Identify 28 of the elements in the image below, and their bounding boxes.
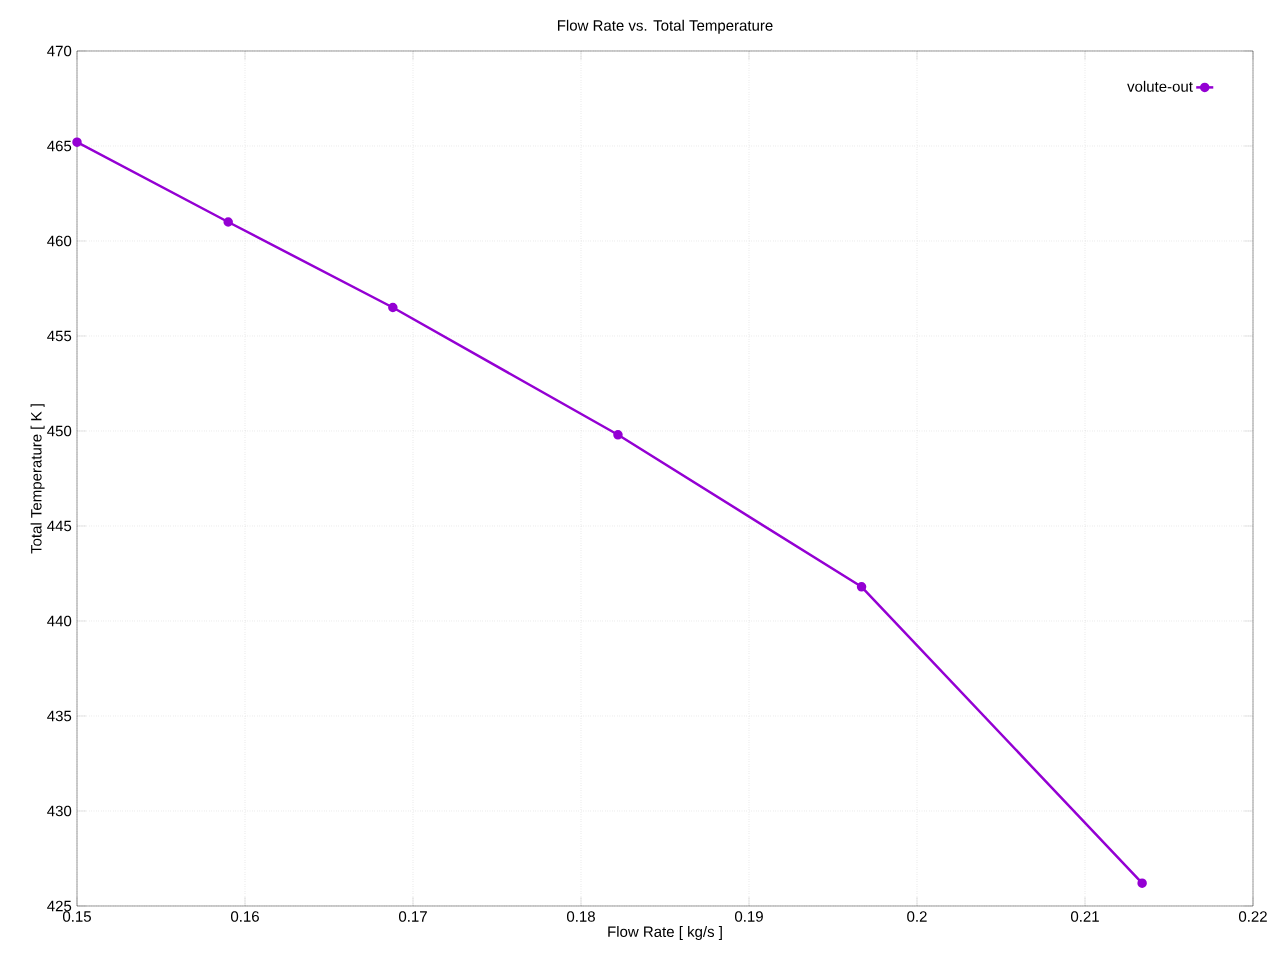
point — [613, 430, 623, 440]
point — [223, 217, 233, 227]
y-tick-label: 455 — [47, 330, 72, 342]
x-tick-label: 0.19 — [734, 911, 763, 922]
x-tick-label: 0.16 — [230, 911, 259, 922]
x-tick-label: 0.22 — [1238, 911, 1267, 922]
x-tick-label: 0.15 — [62, 911, 91, 922]
point — [1137, 878, 1147, 888]
point — [856, 582, 867, 592]
y-tick-label: 460 — [47, 235, 72, 247]
y-tick-label: 450 — [47, 425, 72, 437]
y-tick-label: 430 — [47, 805, 72, 817]
legend-label: volute-out — [1127, 80, 1193, 92]
chart-title: Flow Rate vs. Total Temperature — [557, 19, 773, 34]
y-tick-label: 440 — [47, 615, 72, 627]
x-tick-label: 0.17 — [398, 911, 427, 922]
x-axis-title: Flow Rate [ kg/s ] — [608, 926, 722, 940]
point — [388, 302, 398, 313]
point — [72, 137, 82, 147]
y-tick-label: 425 — [47, 900, 72, 912]
y-tick-label: 470 — [47, 45, 72, 57]
y-axis-title: Total Temperature [ K ] — [30, 404, 45, 554]
x-tick-label: 0.2 — [907, 911, 927, 922]
x-tick-label: 0.18 — [566, 911, 595, 922]
x-tick-label: 0.21 — [1070, 911, 1099, 922]
y-tick-label: 465 — [47, 140, 72, 152]
y-tick-label: 435 — [47, 710, 72, 722]
y-tick-label: 445 — [47, 520, 72, 532]
